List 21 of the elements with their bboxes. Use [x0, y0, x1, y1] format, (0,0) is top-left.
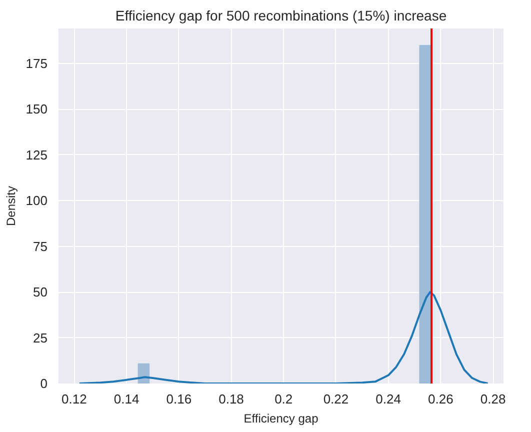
- x-tick-label: 0.22: [323, 392, 349, 406]
- x-tick-label: 0.14: [114, 392, 140, 406]
- x-tick-label: 0.16: [166, 392, 192, 406]
- x-tick-label: 0.28: [480, 392, 506, 406]
- y-tick-label: 175: [26, 56, 48, 71]
- y-tick-label: 25: [33, 330, 48, 346]
- x-axis-title: Efficiency gap: [244, 412, 319, 426]
- x-tick-label: 0.12: [62, 392, 87, 406]
- y-tick-label: 50: [33, 284, 48, 300]
- x-tick-label: 0.24: [376, 392, 401, 406]
- line-series: [78, 291, 489, 384]
- x-tick-label: 0.18: [218, 392, 244, 406]
- y-axis-title: Density: [4, 186, 18, 226]
- y-tick-label: 150: [26, 102, 48, 117]
- x-tick-label: 0.2: [274, 392, 293, 406]
- y-tick-label: 0: [40, 376, 48, 391]
- y-tick-label: 75: [33, 238, 48, 254]
- chart-title: Efficiency gap for 500 recombinations (15%) increase: [115, 8, 447, 24]
- y-tick-label: 125: [26, 147, 48, 162]
- x-tick-label: 0.26: [428, 392, 454, 406]
- y-tick-label: 100: [26, 193, 48, 208]
